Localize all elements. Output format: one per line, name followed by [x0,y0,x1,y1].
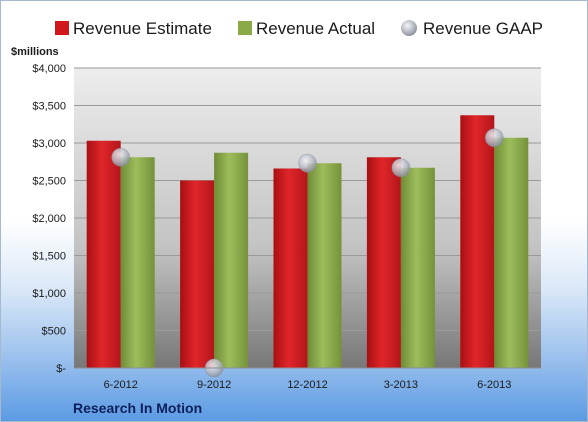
bar-revenue-actual [214,152,249,368]
legend-label-estimate: Revenue Estimate [73,19,212,38]
legend-label-gaap: Revenue GAAP [423,19,543,38]
legend-item-estimate: Revenue Estimate [55,19,212,38]
y-tick-label: $- [56,363,66,375]
gaap-markers [111,128,504,378]
x-axis-tick-labels: 6-2012 9-2012 12-2012 3-2013 6-2013 [104,379,512,391]
y-tick-label: $2,500 [32,176,66,188]
bar-revenue-actual [307,163,342,368]
bar-revenue-estimate [460,115,495,368]
y-tick-label: $3,500 [32,101,66,113]
legend-item-actual: Revenue Actual [238,19,375,38]
legend-item-gaap: Revenue GAAP [401,19,543,38]
x-tick-label: 9-2012 [197,379,231,391]
unit-label: $millions [11,46,59,58]
bar-revenue-estimate [86,140,121,368]
y-tick-label: $4,000 [32,63,66,75]
y-tick-label: $500 [42,326,66,338]
x-tick-label: 6-2012 [104,379,138,391]
marker-revenue-gaap [391,158,411,178]
legend-swatch-actual [238,21,252,35]
legend-swatch-estimate [55,21,69,35]
legend-marker-gaap [401,20,417,36]
legend-label-actual: Revenue Actual [256,19,375,38]
x-tick-label: 6-2013 [477,379,511,391]
bar-revenue-actual [494,137,529,368]
marker-revenue-gaap [484,128,504,148]
bar-revenue-actual [120,157,155,368]
bar-revenue-estimate [273,168,308,368]
marker-revenue-gaap [298,153,317,173]
bar-revenue-estimate [366,157,401,368]
x-tick-label: 12-2012 [287,379,327,391]
y-tick-label: $1,000 [32,288,66,300]
x-tick-label: 3-2013 [384,379,418,391]
marker-revenue-gaap [111,147,131,167]
bar-revenue-actual [400,167,435,368]
y-tick-label: $1,500 [32,251,66,263]
y-axis-tick-labels: $- $500 $1,000 $1,500 $2,000 $2,500 $3,000 $3,5… [32,63,66,375]
legend: Revenue Estimate Revenue Actual Revenue … [55,19,543,38]
company-label: Research In Motion [73,400,202,416]
bars [86,115,529,368]
y-tick-label: $3,000 [32,138,66,150]
bar-revenue-estimate [180,180,215,368]
y-tick-label: $2,000 [32,213,66,225]
